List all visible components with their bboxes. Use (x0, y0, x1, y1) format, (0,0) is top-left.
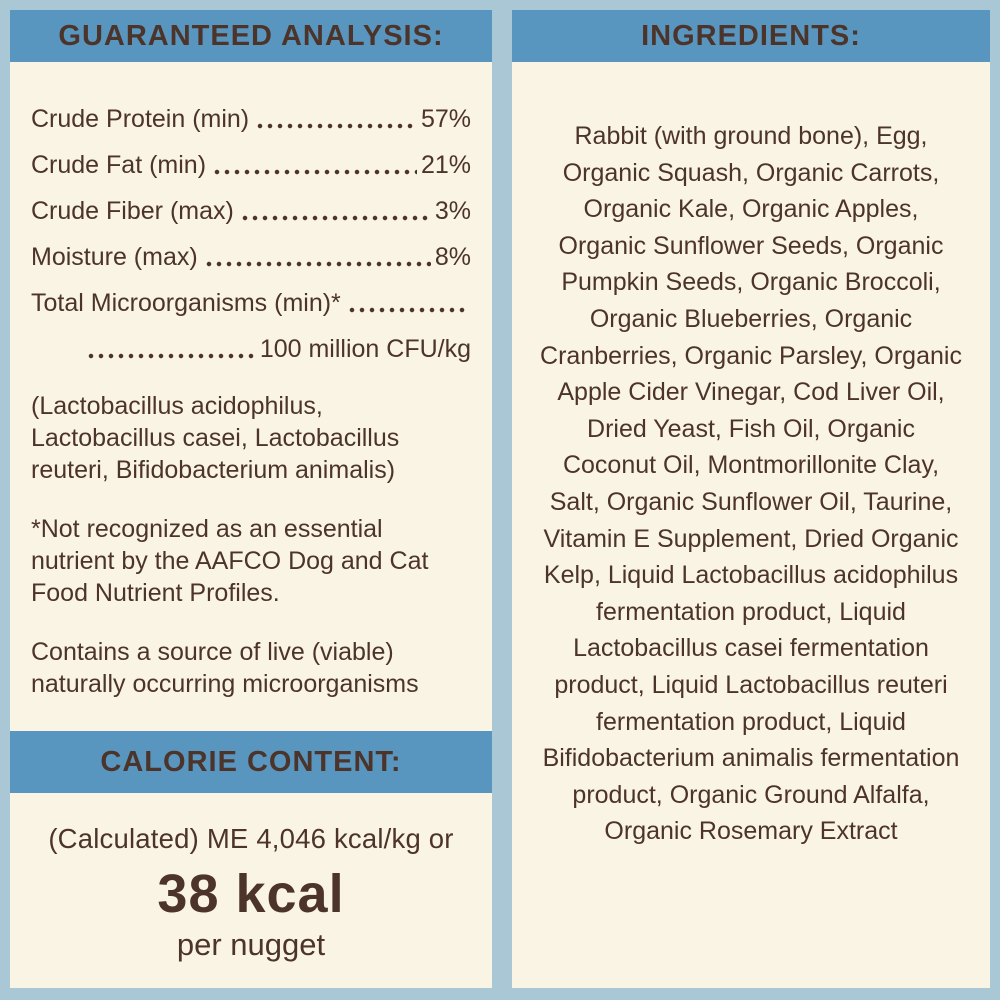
calorie-per-nugget-unit: per nugget (176, 927, 326, 962)
row-label: Crude Fat (min) (31, 151, 207, 179)
analysis-row-moisture: Moisture (max) 8% (31, 244, 471, 271)
row-label: Moisture (max) (31, 243, 198, 271)
dotted-leader (203, 261, 431, 267)
guaranteed-analysis-panel: GUARANTEED ANALYSIS: Crude Protein (min)… (10, 10, 492, 988)
row-value: 21% (420, 151, 471, 179)
dotted-leader (212, 169, 417, 175)
ingredients-header: INGREDIENTS: (512, 10, 990, 62)
note-live-microorganisms: Contains a source of live (viable) natur… (31, 638, 419, 698)
calorie-content-header: CALORIE CONTENT: (10, 731, 492, 793)
dotted-leader (239, 215, 431, 221)
cfu-value: 100 million CFU/kg (259, 335, 471, 363)
guaranteed-analysis-header: GUARANTEED ANALYSIS: (10, 10, 492, 62)
analysis-row-cfu-value: 100 million CFU/kg (31, 336, 471, 363)
dotted-leader (346, 307, 467, 313)
row-value: 3% (434, 197, 471, 225)
dotted-leader (255, 123, 417, 129)
calorie-content-body: (Calculated) ME 4,046 kcal/kg or 38 kcal… (10, 823, 492, 963)
note-aafco-disclaimer: *Not recognized as an essential nutrient… (31, 515, 429, 607)
ingredients-panel: INGREDIENTS: Rabbit (with ground bone), … (512, 10, 990, 988)
note-lactobacillus-species: (Lactobacillus acidophilus, Lactobacillu… (31, 392, 400, 484)
analysis-row-crude-fiber: Crude Fiber (max) 3% (31, 198, 471, 225)
ingredients-text: Rabbit (with ground bone), Egg, Organic … (540, 122, 962, 846)
analysis-row-microorganisms: Total Microorganisms (min)* (31, 290, 471, 317)
dotted-leader (85, 353, 256, 359)
row-value: 8% (434, 243, 471, 271)
calorie-kcal-per-kg: (Calculated) ME 4,046 kcal/kg or (48, 823, 454, 854)
analysis-row-crude-fat: Crude Fat (min) 21% (31, 152, 471, 179)
row-label: Crude Protein (min) (31, 105, 250, 133)
calorie-per-nugget-value: 38 kcal (157, 864, 345, 924)
row-value: 57% (420, 105, 471, 133)
row-label: Crude Fiber (max) (31, 197, 234, 225)
guaranteed-analysis-body: Crude Protein (min) 57% Crude Fat (min) … (10, 62, 492, 700)
analysis-row-crude-protein: Crude Protein (min) 57% (31, 106, 471, 133)
row-label: Total Microorganisms (min)* (31, 289, 341, 317)
